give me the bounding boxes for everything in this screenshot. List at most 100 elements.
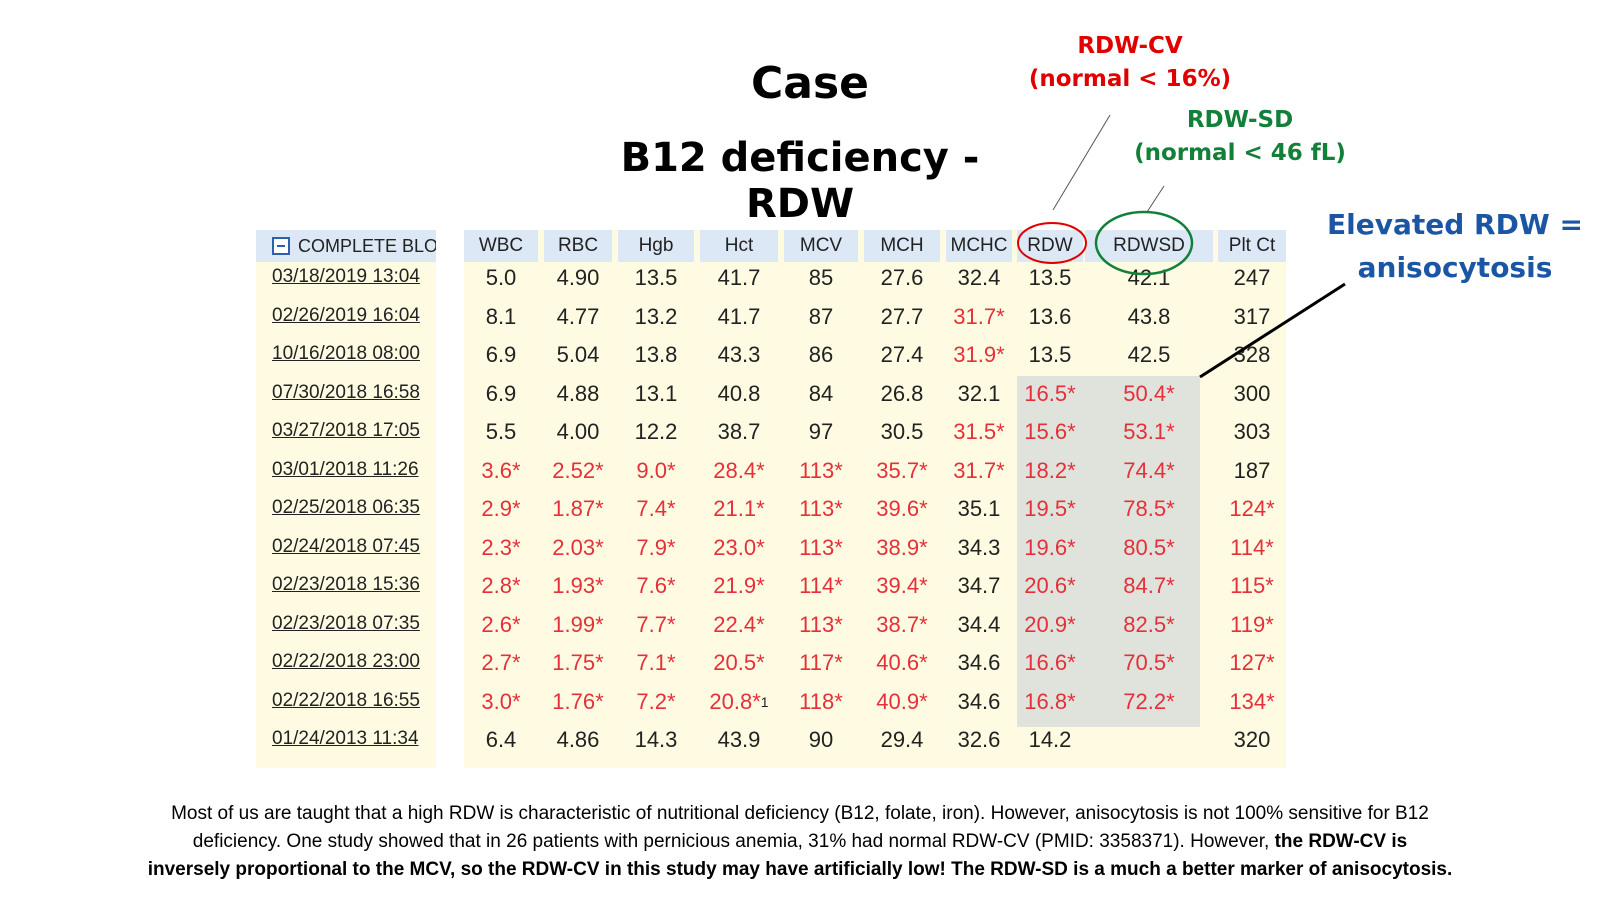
- cell-mcv: 114*: [784, 570, 858, 602]
- cell-wbc: 8.1: [464, 301, 538, 333]
- cell-value: 328: [1233, 342, 1271, 367]
- rdw-sd-label: RDW-SD: [1186, 107, 1294, 133]
- result-date-link[interactable]: 10/16/2018 08:00: [272, 343, 420, 364]
- cell-mcv: 87: [784, 301, 858, 333]
- cell-value: 117*: [799, 650, 843, 675]
- cell-rdwsd: 50.4*: [1085, 378, 1213, 410]
- cell-value: 8.1: [485, 303, 517, 329]
- cell-value: 32.1: [957, 380, 1001, 406]
- column-header-rdwsd[interactable]: RDWSD: [1085, 230, 1213, 262]
- cell-value: 127*: [1229, 650, 1275, 675]
- cell-value: 5.5: [485, 419, 517, 444]
- result-date-link[interactable]: 03/18/2019 13:04: [272, 266, 420, 287]
- cell-rdw: 15.6*: [1017, 416, 1083, 448]
- result-date-link[interactable]: 02/23/2018 15:36: [272, 574, 420, 595]
- cell-value: 27.7: [880, 303, 924, 329]
- rdw-highlight-region: [1017, 376, 1200, 727]
- cell-plt-ct: 317: [1218, 301, 1286, 333]
- cell-value: 16.8*: [1024, 688, 1076, 714]
- cell-hgb: 14.3: [618, 724, 694, 756]
- cell-mcv: 118*: [784, 686, 858, 718]
- cell-value: 19.5*: [1024, 496, 1076, 521]
- cell-hct: 20.8* 1: [700, 686, 778, 718]
- result-date-link[interactable]: 02/24/2018 07:45: [272, 535, 420, 557]
- cell-hct: 21.1*: [700, 493, 778, 525]
- cell-value: 31.7*: [953, 457, 1005, 483]
- cell-value: 3.0*: [481, 688, 521, 714]
- cell-value: 32.4: [957, 265, 1001, 290]
- result-date-link[interactable]: 03/01/2018 11:26: [272, 458, 419, 480]
- cell-value: 16.5*: [1024, 380, 1076, 406]
- cell-hct: 38.7: [700, 416, 778, 448]
- cell-mchc: 34.4: [946, 609, 1012, 641]
- cell-value: 247: [1233, 265, 1271, 290]
- cell-value: 21.1*: [713, 496, 765, 521]
- panel-section-label: COMPLETE BLOOD COUNT: [298, 235, 436, 256]
- cell-value: 7.9*: [636, 534, 676, 560]
- cell-value: 72.2*: [1123, 688, 1175, 714]
- cell-mch: 29.4: [864, 724, 940, 756]
- cell-rbc: 4.00: [544, 416, 612, 448]
- cell-rbc: 1.93*: [544, 570, 612, 602]
- cell-rbc: 5.04: [544, 339, 612, 371]
- result-date-link[interactable]: 02/26/2019 16:04: [272, 304, 420, 326]
- column-header-hgb[interactable]: Hgb: [618, 230, 694, 262]
- result-date-link[interactable]: 01/24/2013 11:34: [272, 728, 419, 749]
- cell-value: 34.3: [957, 534, 1001, 560]
- cell-value: 41.7: [717, 265, 761, 290]
- cell-wbc: 2.8*: [464, 570, 538, 602]
- cell-value: 14.3: [634, 727, 678, 752]
- cell-mchc: 31.7*: [946, 455, 1012, 487]
- cell-rdw: 20.6*: [1017, 570, 1083, 602]
- result-date-link[interactable]: 02/25/2018 06:35: [272, 497, 420, 518]
- cell-wbc: 2.9*: [464, 493, 538, 525]
- result-date-link[interactable]: 02/22/2018 16:55: [272, 689, 420, 711]
- column-header-mchc[interactable]: MCHC: [946, 230, 1012, 262]
- column-header-plt-ct[interactable]: Plt Ct: [1218, 230, 1286, 262]
- footer-line-2-bold: the RDW-CV is: [1274, 831, 1408, 852]
- cell-value: 40.9*: [876, 688, 928, 714]
- elevated-line2: anisocytosis: [1357, 251, 1553, 284]
- cell-value: 7.4*: [636, 496, 676, 521]
- cell-value: 26.8: [880, 380, 924, 406]
- cell-value: 7.6*: [636, 573, 676, 598]
- cell-hgb: 9.0*: [618, 455, 694, 487]
- cell-rdwsd: [1085, 724, 1213, 756]
- column-header-rbc[interactable]: RBC: [544, 230, 612, 262]
- cell-mchc: 34.6: [946, 647, 1012, 679]
- cell-value: 85: [808, 265, 834, 290]
- cell-value: 3.6*: [481, 457, 521, 483]
- elevated-line1: Elevated RDW =: [1327, 208, 1583, 241]
- cell-hgb: 12.2: [618, 416, 694, 448]
- collapse-icon[interactable]: [272, 237, 290, 255]
- cell-mch: 35.7*: [864, 455, 940, 487]
- column-header-rdw[interactable]: RDW: [1017, 230, 1083, 262]
- result-date-link[interactable]: 07/30/2018 16:58: [272, 381, 420, 403]
- cell-value: 114*: [1230, 534, 1274, 560]
- cell-value: 18.2*: [1024, 457, 1076, 483]
- result-date-link[interactable]: 03/27/2018 17:05: [272, 420, 420, 441]
- column-header-mcv[interactable]: MCV: [784, 230, 858, 262]
- cell-mcv: 113*: [784, 493, 858, 525]
- cell-value: 41.7: [717, 303, 761, 329]
- cell-value: 14.2: [1028, 727, 1072, 752]
- cell-mch: 38.7*: [864, 609, 940, 641]
- cell-rdwsd: 78.5*: [1085, 493, 1213, 525]
- cell-value: 114*: [799, 573, 843, 598]
- result-date-link[interactable]: 02/23/2018 07:35: [272, 612, 420, 634]
- column-header-wbc[interactable]: WBC: [464, 230, 538, 262]
- cell-wbc: 5.5: [464, 416, 538, 448]
- cell-rdw: 19.6*: [1017, 532, 1083, 564]
- cell-value: 13.2: [634, 303, 678, 329]
- result-date-link[interactable]: 02/22/2018 23:00: [272, 651, 420, 672]
- cell-value: 16.6*: [1024, 650, 1076, 675]
- cell-value: 113*: [799, 457, 843, 483]
- cell-value: 70.5*: [1123, 650, 1175, 675]
- cell-rbc: 4.88: [544, 378, 612, 410]
- cell-plt-ct: 127*: [1218, 647, 1286, 679]
- cell-mcv: 113*: [784, 455, 858, 487]
- column-header-mch[interactable]: MCH: [864, 230, 940, 262]
- column-header-hct[interactable]: Hct: [700, 230, 778, 262]
- cell-plt-ct: 124*: [1218, 493, 1286, 525]
- panel-header[interactable]: COMPLETE BLOOD COUNT: [256, 230, 436, 262]
